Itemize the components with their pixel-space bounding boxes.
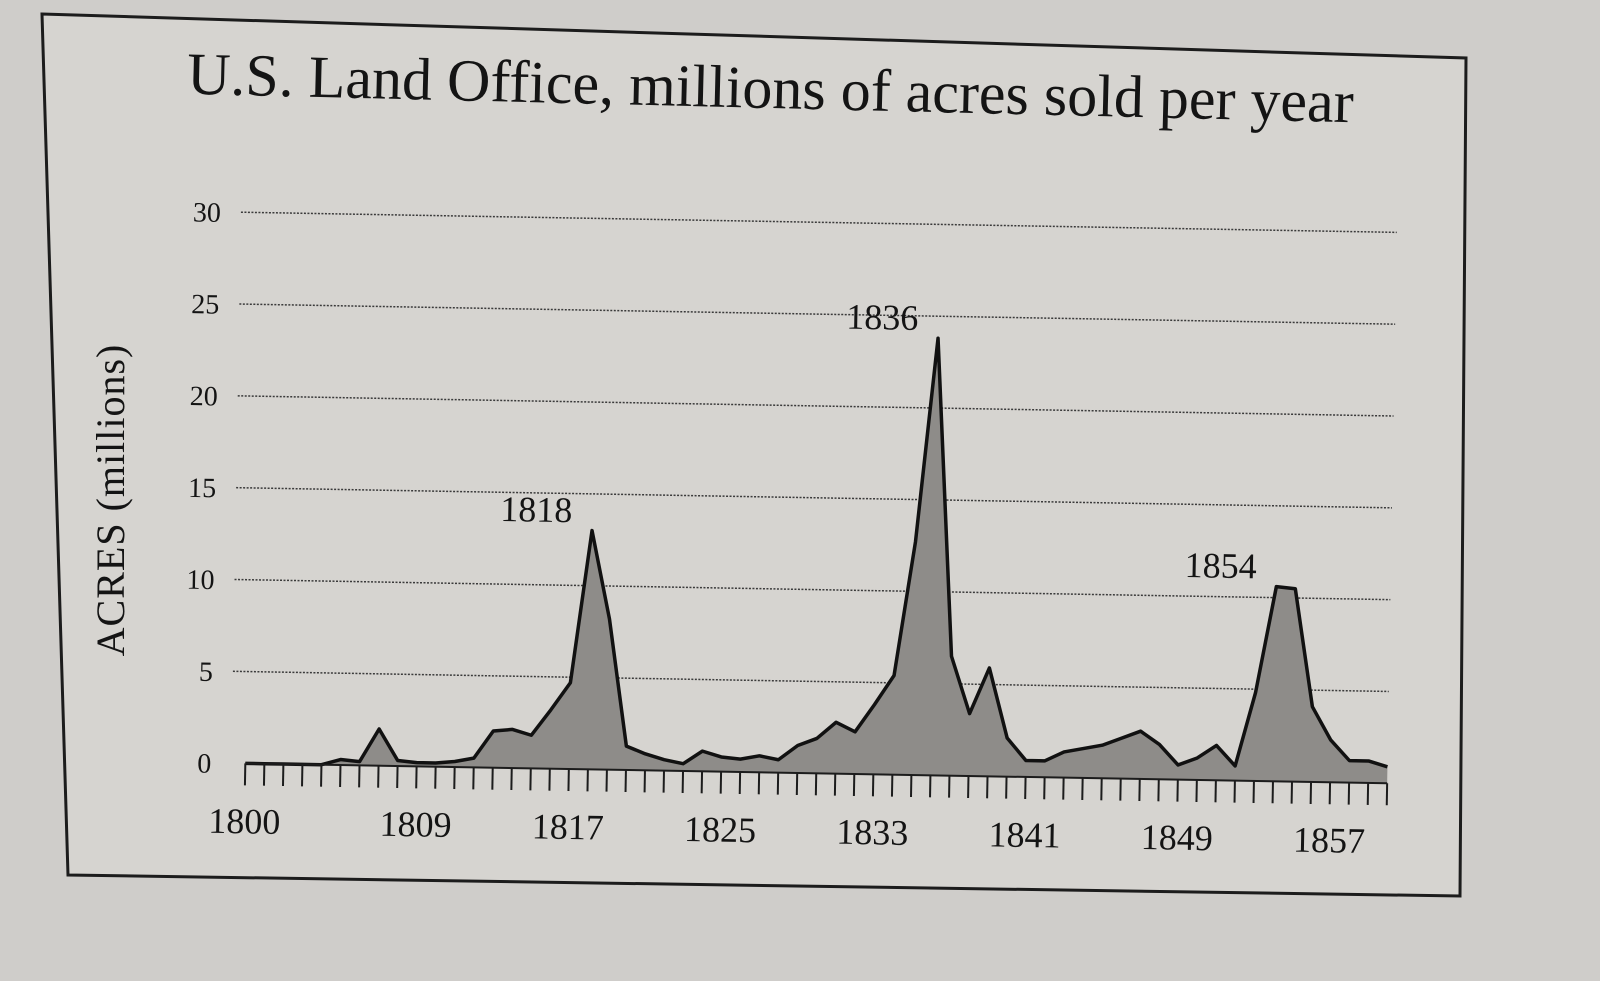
gridline-y-20 xyxy=(237,395,1394,417)
x-tick-label: 1825 xyxy=(684,809,757,850)
x-tick-label: 1857 xyxy=(1293,820,1366,861)
gridline-y-25 xyxy=(239,303,1396,325)
y-tick-label: 5 xyxy=(199,657,214,688)
x-tick-label: 1833 xyxy=(836,812,909,853)
gridline-y-15 xyxy=(236,486,1392,509)
y-tick-label: 0 xyxy=(197,749,212,780)
peak-annotation: 1818 xyxy=(500,489,573,530)
y-tick-label: 15 xyxy=(188,473,217,504)
y-tick-label: 20 xyxy=(189,381,218,412)
gridline-y-10 xyxy=(234,578,1391,601)
x-tick-label: 1809 xyxy=(379,804,452,845)
grid xyxy=(232,211,1397,693)
plot-area: 0 5 10 15 20 25 30 1800 1809 1817 1825 1833 1841 1849… xyxy=(186,197,1397,861)
series-area-fill xyxy=(245,338,1388,784)
chart-frame xyxy=(40,12,1468,898)
series-line xyxy=(245,336,1388,769)
peak-annotation: 1854 xyxy=(1184,545,1257,586)
annotations: 1818 1836 1854 xyxy=(500,297,1257,587)
tick-labels: 0 5 10 15 20 25 30 1800 1809 1817 1825 1833 1841 1849… xyxy=(186,197,1366,861)
x-tick-label: 1841 xyxy=(988,814,1061,855)
gridline-y-30 xyxy=(240,211,1397,234)
series-area xyxy=(245,336,1388,784)
x-tick-label: 1849 xyxy=(1140,817,1213,858)
gridline-y-5 xyxy=(232,670,1389,693)
y-tick-label: 10 xyxy=(186,565,215,596)
x-tick-label: 1800 xyxy=(208,801,281,842)
y-axis-label: ACRES (millions) xyxy=(88,344,133,657)
peak-annotation: 1836 xyxy=(846,297,919,338)
axes xyxy=(243,762,1389,806)
x-tick-label: 1817 xyxy=(531,806,604,847)
y-tick-label: 30 xyxy=(193,197,222,228)
y-tick-label: 25 xyxy=(191,289,220,320)
